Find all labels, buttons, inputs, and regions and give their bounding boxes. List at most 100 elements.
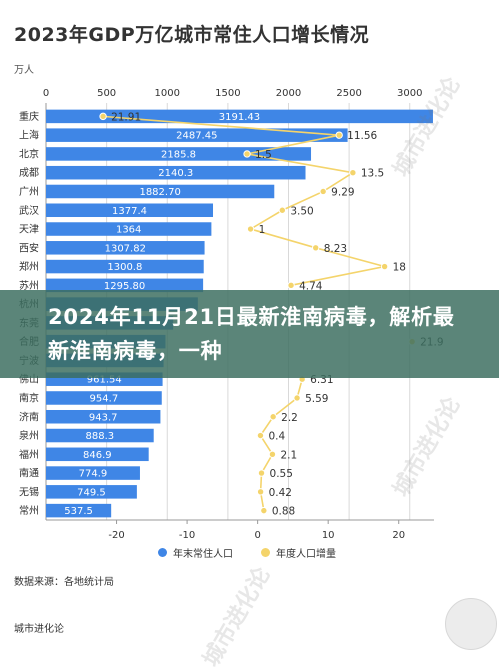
legend-label-growth: 年度人口增量 xyxy=(276,549,336,560)
x-bottom-tick-label: -20 xyxy=(108,530,124,540)
growth-data-label: 0.42 xyxy=(269,487,292,499)
growth-point xyxy=(243,150,251,158)
population-data-label: 1882.70 xyxy=(139,187,180,198)
legend-label-population: 年末常住人口 xyxy=(173,549,233,560)
population-bar xyxy=(46,147,312,161)
population-data-label: 749.5 xyxy=(77,487,106,498)
population-data-label: 1364 xyxy=(116,225,141,236)
population-data-label: 846.9 xyxy=(83,450,112,461)
legend-item-population[interactable]: 年末常住人口 xyxy=(158,545,233,560)
growth-point xyxy=(256,431,265,440)
growth-point xyxy=(293,394,301,402)
growth-point xyxy=(268,450,277,458)
growth-point xyxy=(256,488,265,496)
growth-point xyxy=(257,469,266,477)
population-bar xyxy=(46,409,161,424)
population-bar xyxy=(46,447,149,462)
overlay-banner xyxy=(0,290,499,378)
category-label: 北京 xyxy=(19,147,39,160)
population-data-label: 1307.82 xyxy=(105,243,146,254)
growth-point xyxy=(319,187,327,196)
category-label: 南通 xyxy=(19,467,39,480)
growth-data-label: 1 xyxy=(259,224,266,236)
population-data-label: 1300.8 xyxy=(107,262,142,273)
x-bottom-tick-label: 10 xyxy=(322,530,335,540)
x-bottom-tick-label: 0 xyxy=(254,530,260,540)
source-note: 数据来源：各地统计局 xyxy=(14,577,114,588)
x-top-tick-label: 0 xyxy=(43,88,49,99)
population-data-label: 537.5 xyxy=(64,506,93,517)
x-top-tick-label: 1500 xyxy=(215,88,240,99)
growth-point xyxy=(311,244,320,252)
x-bottom-tick-label: -10 xyxy=(179,530,195,540)
growth-data-label: 0.55 xyxy=(270,468,293,480)
growth-point xyxy=(380,262,389,271)
category-label: 上海 xyxy=(19,129,39,142)
population-data-label: 1295.80 xyxy=(104,281,145,292)
category-label: 武汉 xyxy=(19,204,39,217)
population-bar xyxy=(46,391,162,405)
growth-point xyxy=(260,506,268,515)
category-label: 福州 xyxy=(19,448,39,461)
growth-data-label: 2.1 xyxy=(280,449,297,461)
category-label: 郑州 xyxy=(19,260,39,273)
population-bar xyxy=(46,222,212,236)
population-bar xyxy=(46,503,112,518)
category-label: 广州 xyxy=(19,186,39,198)
population-data-label: 3191.43 xyxy=(219,112,260,123)
watermark: 城市进化论 xyxy=(198,563,276,672)
growth-data-label: 0.4 xyxy=(268,431,285,443)
overlay-headline[interactable]: 2024年11月21日最新淮南病毒，解析最新淮南病毒，一种 xyxy=(48,305,455,363)
legend-item-growth[interactable]: 年度人口增量 xyxy=(261,545,336,560)
growth-data-label: 11.56 xyxy=(347,130,377,142)
growth-point xyxy=(335,131,343,139)
unit-label: 万人 xyxy=(14,65,34,76)
growth-data-label: 5.59 xyxy=(305,393,328,405)
growth-data-label: 4.74 xyxy=(299,280,323,292)
x-top-tick-label: 3000 xyxy=(397,88,422,99)
growth-data-label: 3.50 xyxy=(290,205,313,217)
logo-icon xyxy=(445,598,497,650)
category-label: 无锡 xyxy=(19,485,39,498)
growth-data-label: 0.88 xyxy=(272,506,295,518)
population-data-label: 2185.8 xyxy=(161,149,196,160)
growth-data-label: 21.91 xyxy=(111,111,141,123)
growth-point xyxy=(349,169,357,177)
growth-point xyxy=(99,112,107,121)
population-data-label: 954.7 xyxy=(90,393,119,404)
brand-label: 城市进化论 xyxy=(14,624,64,635)
chart-title: 2023年GDP万亿城市常住人口增长情况 xyxy=(14,24,370,46)
category-label: 南京 xyxy=(19,391,39,404)
growth-data-label: 13.5 xyxy=(361,168,384,180)
legend-marker-population xyxy=(158,548,167,557)
category-label: 重庆 xyxy=(19,110,39,123)
growth-point xyxy=(269,413,277,421)
population-bar xyxy=(46,241,205,255)
population-bar xyxy=(46,278,204,293)
growth-point xyxy=(246,225,255,233)
population-bar xyxy=(46,428,154,443)
growth-point xyxy=(278,206,287,214)
x-bottom-tick-label: 20 xyxy=(392,530,405,540)
population-data-label: 2140.3 xyxy=(158,168,193,179)
population-data-label: 961.54 xyxy=(87,375,122,386)
growth-point xyxy=(287,281,295,290)
category-label: 泉州 xyxy=(19,429,39,442)
population-bar xyxy=(46,485,137,499)
population-bar xyxy=(46,165,306,180)
growth-data-label: 18 xyxy=(393,262,406,274)
x-top-tick-label: 2500 xyxy=(336,88,361,99)
population-bar xyxy=(46,259,204,274)
category-label: 济南 xyxy=(19,410,39,423)
category-label: 苏州 xyxy=(19,279,39,292)
chart-legend: 年末常住人口 年度人口增量 xyxy=(158,545,336,560)
growth-line xyxy=(103,115,385,287)
population-data-label: 2487.45 xyxy=(176,131,217,142)
population-data-label: 943.7 xyxy=(89,412,118,423)
population-data-label: 1377.4 xyxy=(112,206,147,217)
category-label: 成都 xyxy=(19,167,39,179)
population-bar xyxy=(46,203,214,218)
population-bar xyxy=(46,184,275,199)
population-data-label: 774.9 xyxy=(79,469,108,480)
